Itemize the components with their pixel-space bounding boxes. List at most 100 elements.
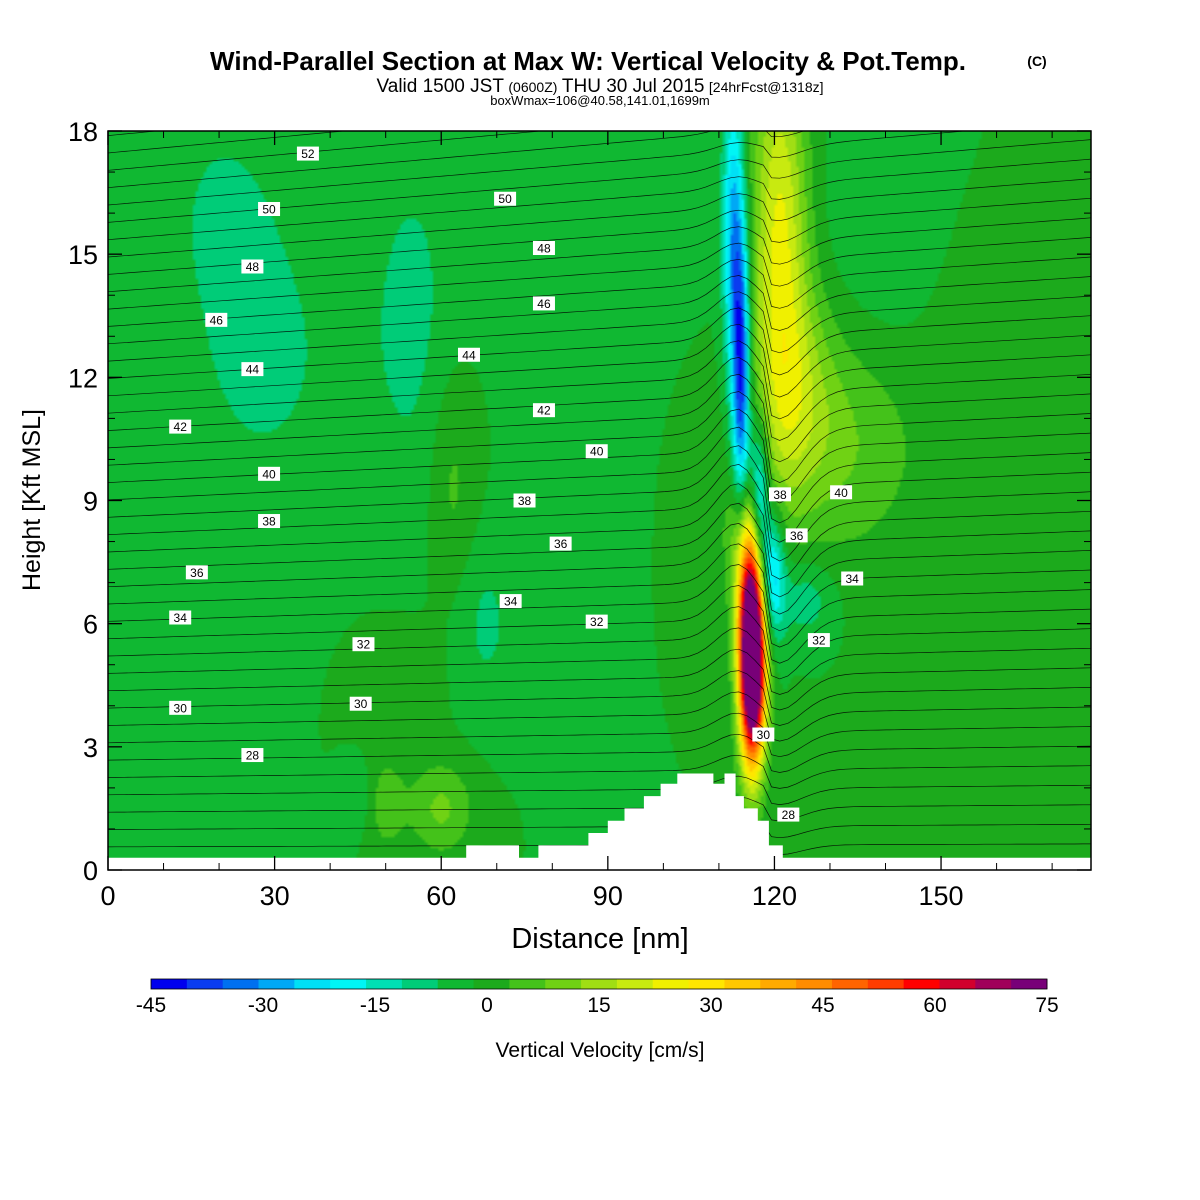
colorbar-swatch [437, 979, 475, 989]
colorbar-swatch [975, 979, 1012, 989]
contour-label-box [777, 807, 800, 822]
contour-label-text: 32 [812, 634, 826, 648]
contour-label-text: 46 [537, 297, 551, 311]
contour-label-text: 28 [246, 749, 260, 763]
isentrope-line [108, 754, 1091, 789]
isentrope-line [108, 323, 1091, 398]
colorbar-swatch [330, 979, 367, 989]
contour-label-box [532, 241, 555, 256]
isentrope-line [108, 483, 1091, 580]
y-tick-label: 9 [83, 487, 98, 517]
isentrope-line [108, 691, 1091, 742]
colorbar-swatch [724, 979, 761, 989]
contour-label: 42 [532, 403, 555, 418]
contour-label: 32 [352, 637, 375, 652]
colorbar-frame [150, 978, 1048, 990]
copyright-mark: (C) [1027, 53, 1046, 69]
contour-label-text: 34 [174, 611, 188, 625]
contour-label: 44 [241, 362, 264, 377]
contour-label-box [841, 571, 864, 586]
colorbar-swatch [903, 979, 940, 989]
contour-label-text: 36 [790, 529, 804, 543]
contour-label-box [352, 637, 375, 652]
colorbar-swatch [151, 979, 188, 989]
contour-label: 40 [258, 466, 281, 481]
contour-label: 38 [513, 493, 536, 508]
contour-label-text: 38 [773, 488, 787, 502]
isentrope-line [108, 340, 1091, 420]
isentrope-line [108, 357, 1091, 441]
contour-label-layer: 52 50 50 48 48 46 46 44 44 42 42 40 40 40 38 38 38 36 36 36… [169, 146, 864, 822]
y-tick-label: 15 [68, 240, 98, 270]
contour-label: 44 [457, 347, 480, 362]
colorbar-swatch [294, 979, 331, 989]
contour-label-box [258, 202, 281, 217]
contour-label-box [499, 594, 522, 609]
colorbar-swatch [401, 979, 439, 989]
contour-label-box [549, 536, 572, 551]
contour-label: 48 [241, 259, 264, 274]
contour-label-text: 38 [262, 515, 276, 529]
y-tick-label: 18 [68, 117, 98, 147]
contour-label: 32 [807, 633, 830, 648]
isentrope-line [108, 275, 1091, 345]
contour-label-box [169, 419, 192, 434]
contour-label-box [585, 444, 608, 459]
y-tick-label: 3 [83, 733, 98, 763]
contour-label-box [494, 191, 517, 206]
contour-label-text: 42 [174, 420, 188, 434]
contour-label-box [830, 485, 853, 500]
contour-label-text: 30 [757, 728, 771, 742]
isentrope-line [108, 131, 544, 171]
isentrope-line [108, 291, 1091, 362]
isentrope-line [108, 237, 1091, 310]
colorbar-swatch [652, 979, 690, 989]
isentrope-line [108, 670, 1091, 726]
contour-label: 42 [169, 419, 192, 434]
valid-zulu: (0600Z) [508, 79, 557, 95]
colorbar-swatch [473, 979, 510, 989]
isentrope-line [108, 158, 1091, 241]
colorbar-tick-label: -30 [248, 994, 278, 1017]
box-wmax-line: boxWmax=106@40.58,141.01,1699m [490, 93, 710, 108]
axis-ticks [107, 130, 1091, 871]
contour-label-box [241, 259, 264, 274]
contour-label: 34 [841, 571, 864, 586]
contour-label-text: 40 [262, 467, 276, 481]
contour-label-text: 46 [210, 313, 224, 327]
contour-label-box [752, 727, 775, 742]
isentrope-line [108, 564, 1091, 648]
contour-label-text: 44 [246, 363, 260, 377]
isentrope-line [108, 391, 1091, 483]
contour-label-text: 52 [301, 147, 315, 161]
y-tick-label: 6 [83, 610, 98, 640]
contour-label-text: 32 [357, 638, 371, 652]
contour-label: 36 [185, 565, 208, 580]
colorbar-label: Vertical Velocity [cm/s] [496, 1039, 705, 1062]
contour-label-box [258, 466, 281, 481]
colorbar-swatch [581, 979, 618, 989]
valid-prefix: Valid 1500 JST [376, 76, 504, 97]
colorbar-swatch [616, 979, 654, 989]
isentrope-line [108, 796, 1091, 822]
contour-label-text: 36 [190, 566, 204, 580]
isentrope-line [108, 178, 1091, 258]
x-axis-label: Distance [nm] [511, 923, 688, 955]
x-tick-label: 0 [100, 881, 115, 911]
colorbar-swatch [186, 979, 224, 989]
y-tick-label: 12 [68, 363, 98, 393]
contour-label-box [258, 514, 281, 529]
contour-label-text: 32 [590, 615, 604, 629]
contour-label-text: 44 [462, 348, 476, 362]
colorbar-swatch [366, 979, 403, 989]
isentrope-line [108, 197, 1091, 275]
contour-label: 32 [585, 614, 608, 629]
colorbar-swatch [939, 979, 976, 989]
valid-time-line: Valid 1500 JST (0600Z) THU 30 Jul 2015 [… [376, 76, 823, 97]
contour-label-box [807, 633, 830, 648]
colorbar-swatch [545, 979, 582, 989]
x-tick-label: 30 [260, 881, 290, 911]
colorbar-swatch [831, 979, 869, 989]
